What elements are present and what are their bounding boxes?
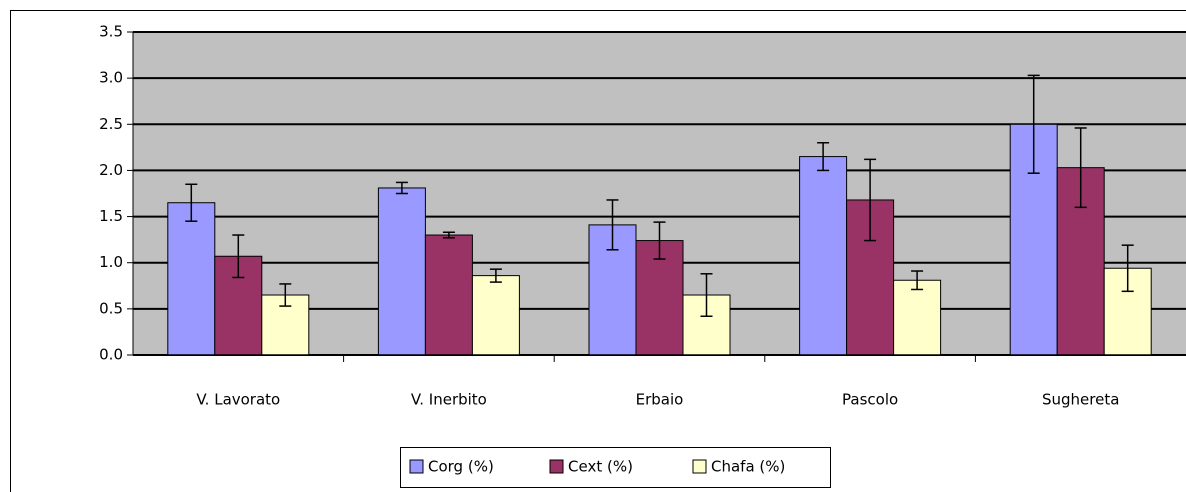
- bar: [377, 187, 426, 356]
- error-bar: [489, 268, 502, 283]
- x-tick-label: Pascolo: [842, 391, 898, 409]
- bar: [167, 202, 216, 356]
- error-bar: [1027, 74, 1040, 174]
- error-bar: [395, 181, 408, 195]
- error-bar: [279, 283, 292, 307]
- x-tick-label: V. Lavorato: [196, 391, 280, 409]
- y-tick-label: 2.5: [99, 115, 123, 133]
- legend-swatch: [409, 459, 424, 474]
- error-bar: [911, 270, 924, 291]
- error-bar: [653, 221, 666, 260]
- error-bar: [817, 141, 830, 172]
- x-tick-label: V. Inerbito: [411, 391, 487, 409]
- error-bar: [606, 199, 619, 251]
- x-tick-label: Sughereta: [1042, 391, 1119, 409]
- bar: [893, 279, 942, 356]
- x-tick-label: Erbaio: [636, 391, 684, 409]
- legend-box: [400, 447, 831, 488]
- error-bar: [1074, 127, 1087, 209]
- error-bar: [700, 273, 713, 317]
- y-tick-label: 0.0: [99, 346, 123, 364]
- y-tick-label: 3.5: [99, 23, 123, 41]
- y-tick-label: 3.0: [99, 69, 123, 87]
- bar: [424, 234, 473, 356]
- error-bar: [864, 158, 877, 242]
- bar: [471, 275, 520, 356]
- y-tick-label: 2.0: [99, 161, 123, 179]
- legend-label: Chafa (%): [711, 458, 785, 476]
- error-bar: [232, 234, 245, 279]
- legend-swatch: [549, 459, 564, 474]
- error-bar: [442, 231, 455, 239]
- legend-swatch: [692, 459, 707, 474]
- legend-label: Cext (%): [568, 458, 633, 476]
- y-tick-label: 1.0: [99, 253, 123, 271]
- legend-label: Corg (%): [428, 458, 494, 476]
- y-tick-label: 0.5: [99, 299, 123, 317]
- error-bar: [185, 183, 198, 222]
- error-bar: [1121, 244, 1134, 293]
- y-tick-label: 1.5: [99, 207, 123, 225]
- bar: [799, 156, 848, 356]
